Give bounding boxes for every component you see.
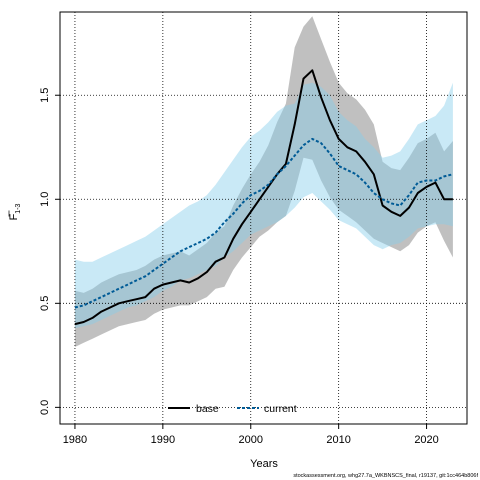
y-tick-label: 0.5 (39, 296, 51, 311)
legend: base current (168, 403, 297, 415)
axes: 1980 1990 2000 2010 2020 0.0 0.5 1.0 1.5 (39, 88, 439, 446)
confidence-bands (74, 16, 453, 347)
y-tick-label: 1.0 (39, 192, 51, 207)
plot-frame (59, 11, 468, 425)
y-axis-title: F1-3 (8, 203, 22, 220)
series-line-base (74, 69, 453, 326)
x-tick-label: 1980 (63, 434, 87, 446)
series-lines (74, 69, 454, 326)
legend-label-current: current (264, 403, 297, 415)
svg-text:F1-3: F1-3 (8, 203, 22, 220)
x-tick-label: 2010 (326, 434, 350, 446)
x-axis-title: Years (250, 458, 278, 470)
legend-label-base: base (196, 403, 219, 415)
footer-note: stockassessment.org, whg27.7a_WKBNSCS_fi… (293, 473, 478, 479)
y-axis-title-main: F (8, 213, 20, 220)
y-tick-label: 1.5 (39, 88, 51, 103)
band-current (74, 82, 453, 329)
band-base (74, 16, 453, 347)
series-line-current (74, 137, 454, 309)
x-tick-label: 2020 (414, 434, 438, 446)
x-tick-label: 2000 (239, 434, 263, 446)
y-axis-title-sub: 1-3 (15, 203, 22, 213)
y-tick-label: 0.0 (39, 400, 51, 415)
grid (60, 12, 467, 424)
x-tick-label: 1990 (151, 434, 175, 446)
